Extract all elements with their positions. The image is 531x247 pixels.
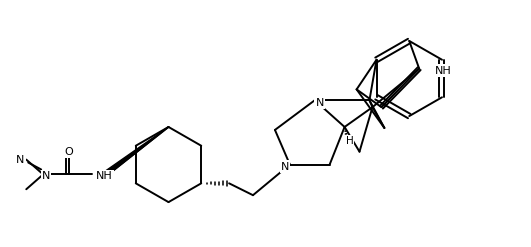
Text: H: H <box>346 136 354 146</box>
Text: N: N <box>16 155 24 165</box>
Text: NH: NH <box>435 66 452 76</box>
Text: NH: NH <box>96 171 113 181</box>
Text: O: O <box>65 147 73 157</box>
Text: N: N <box>315 98 324 108</box>
Text: N: N <box>281 162 289 171</box>
Polygon shape <box>104 127 168 176</box>
Text: N: N <box>15 155 23 165</box>
Text: N: N <box>42 171 50 181</box>
